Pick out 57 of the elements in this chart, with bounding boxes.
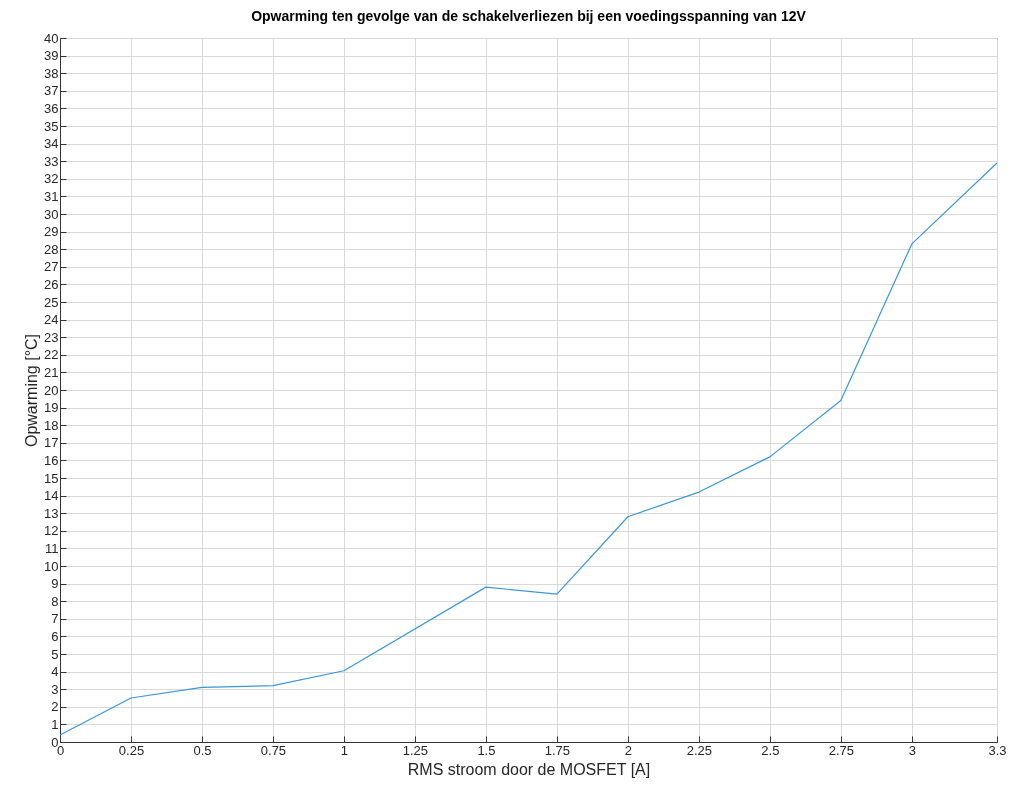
x-axis-title: RMS stroom door de MOSFET [A]	[407, 760, 651, 778]
y-tick-label: 26	[44, 276, 59, 292]
y-tick-label: 10	[44, 558, 59, 574]
x-tick-label: 0.75	[260, 742, 287, 758]
y-tick-label: 23	[44, 329, 59, 345]
y-tick-label: 8	[51, 593, 59, 609]
y-tick-label: 3	[51, 681, 59, 697]
x-tick-label: 2.5	[761, 742, 780, 758]
y-tick-label: 11	[45, 540, 59, 556]
y-tick-label: 4	[51, 664, 59, 680]
y-tick-label: 18	[44, 417, 59, 433]
y-tick-label: 21	[44, 364, 59, 380]
y-tick-label: 34	[44, 136, 59, 152]
x-tick-label: 3	[908, 742, 916, 758]
y-tick-label: 29	[44, 224, 59, 240]
y-tick-label: 16	[44, 452, 59, 468]
x-tick-label: 3.3	[988, 742, 1007, 758]
y-tick-label: 40	[44, 30, 59, 46]
x-tick-label: 1	[340, 742, 349, 758]
y-tick-label: 6	[51, 628, 59, 644]
y-tick-label: 7	[51, 611, 59, 627]
y-tick-label: 22	[44, 347, 59, 363]
y-tick-label: 30	[44, 206, 59, 222]
y-tick-label: 31	[44, 188, 59, 204]
chart-title: Opwarming ten gevolge van de schakelverliezen bij een voedingsspanning van 12V	[251, 8, 807, 24]
y-tick-label: 27	[44, 259, 59, 275]
y-tick-label: 35	[44, 118, 59, 134]
y-tick-label: 2	[51, 699, 59, 715]
y-tick-label: 9	[51, 576, 59, 592]
x-tick-label: 2.75	[828, 742, 854, 758]
x-tick-label: 1.75	[544, 742, 571, 758]
y-tick-label: 32	[44, 171, 59, 187]
y-tick-label: 17	[44, 435, 59, 451]
y-tick-label: 15	[44, 470, 59, 486]
y-tick-label: 1	[51, 716, 59, 732]
y-tick-label: 5	[51, 646, 59, 662]
y-tick-label: 37	[44, 83, 59, 99]
x-tick-label: 1.5	[477, 742, 496, 758]
y-tick-label: 38	[44, 65, 59, 81]
y-tick-label: 36	[44, 100, 59, 116]
y-tick-label: 24	[44, 312, 59, 328]
y-tick-label: 20	[44, 382, 59, 398]
y-tick-label: 12	[44, 523, 59, 539]
y-tick-label: 25	[44, 294, 59, 310]
y-tick-label: 33	[44, 153, 59, 169]
x-tick-label: 2.25	[686, 742, 713, 758]
line-series	[59, 162, 998, 736]
y-tick-label: 13	[44, 505, 59, 521]
x-tick-label: 2	[624, 742, 632, 758]
y-tick-label: 39	[44, 48, 59, 64]
y-tick-label: 14	[44, 488, 59, 504]
y-axis-title: Opwarming [°C]	[23, 333, 41, 448]
x-tick-label: 0.5	[193, 742, 212, 758]
x-tick-label: 0.25	[118, 742, 145, 758]
y-tick-label: 19	[44, 400, 59, 416]
y-tick-label: 28	[44, 241, 59, 257]
x-tick-label: 1.25	[402, 742, 429, 758]
